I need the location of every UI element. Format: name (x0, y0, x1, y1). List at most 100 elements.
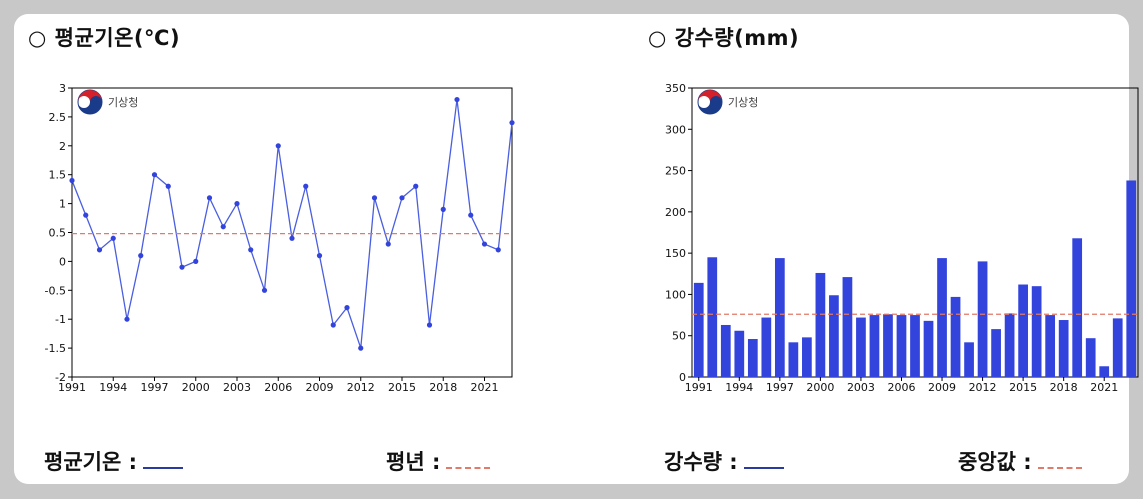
bar (1072, 238, 1083, 377)
left-legend-series: 평균기온 : (44, 446, 183, 476)
data-point (234, 201, 240, 207)
y-tick-label: -2 (55, 371, 66, 384)
bar (1112, 318, 1123, 377)
bar (693, 282, 704, 377)
x-tick-label: 1994 (99, 381, 127, 394)
y-tick-label: 300 (665, 123, 686, 136)
bar (815, 272, 826, 377)
data-point (303, 183, 309, 189)
data-point (248, 247, 254, 253)
y-tick-label: 1 (59, 198, 66, 211)
bar (1126, 180, 1137, 377)
data-point (275, 143, 281, 149)
data-point (220, 224, 226, 230)
data-point (385, 241, 391, 247)
x-tick-label: 1994 (725, 381, 753, 394)
y-tick-label: 250 (665, 165, 686, 178)
left-legend-series-label: 평균기온 : (44, 450, 137, 474)
x-tick-label: 1997 (141, 381, 169, 394)
x-tick-label: 2012 (969, 381, 997, 394)
x-tick-label: 2009 (928, 381, 956, 394)
chart-card (14, 14, 1129, 484)
data-point (69, 177, 75, 184)
data-point (358, 345, 364, 351)
bar (720, 324, 731, 377)
logo-text: 기상청 (108, 96, 138, 109)
data-point (261, 287, 268, 293)
y-tick-label: 0.5 (49, 227, 67, 240)
x-tick-label: 2006 (887, 381, 915, 394)
legend-solid-line-swatch (743, 467, 784, 469)
data-point (165, 183, 171, 189)
data-point (468, 212, 474, 218)
y-tick-label: 1.5 (49, 169, 67, 182)
legend-solid-line-swatch (143, 467, 183, 469)
bar (923, 320, 934, 377)
x-tick-label: 2003 (223, 381, 251, 394)
data-point (330, 322, 336, 328)
data-point (289, 235, 295, 241)
bar (856, 317, 866, 377)
y-tick-label: -0.5 (45, 284, 66, 297)
x-tick-label: 2018 (429, 381, 457, 394)
y-tick-label: 100 (665, 288, 686, 301)
x-tick-label: 2012 (347, 381, 375, 394)
bar (761, 317, 772, 377)
y-tick-label: 0 (59, 255, 66, 268)
right-legend-series: 강수량 : (664, 446, 784, 476)
data-point (206, 195, 213, 201)
y-tick-label: -1.5 (45, 342, 66, 355)
bar (977, 261, 988, 377)
right-chart-title: ○ 강수량(mm) (648, 26, 800, 50)
left-legend-reference: 평년 : (386, 446, 491, 476)
bar (1018, 284, 1028, 377)
bar (896, 315, 907, 377)
data-point (426, 322, 433, 328)
y-tick-label: -1 (55, 313, 66, 326)
bar (910, 315, 920, 377)
data-point (399, 195, 405, 201)
data-point (179, 264, 185, 270)
data-point (454, 96, 460, 103)
legend-dashed-line-swatch (1037, 467, 1082, 469)
data-point (124, 316, 130, 322)
bar (950, 296, 961, 377)
bar (964, 342, 974, 377)
bar (788, 342, 799, 377)
bar (1099, 366, 1110, 377)
bar (747, 339, 758, 377)
right-legend-series-label: 강수량 : (664, 450, 738, 474)
logo-text: 기상청 (728, 96, 758, 109)
bar (991, 329, 1001, 377)
x-tick-label: 1991 (58, 381, 86, 394)
x-tick-label: 2000 (806, 381, 834, 394)
x-tick-label: 2021 (471, 381, 499, 394)
right-legend-reference: 중앙값 : (958, 446, 1082, 476)
left-legend-reference-label: 평년 : (386, 450, 441, 474)
y-tick-label: 3 (59, 82, 66, 95)
bar (937, 258, 947, 377)
bar (802, 337, 812, 377)
x-tick-label: 2000 (182, 381, 210, 394)
x-tick-label: 2015 (388, 381, 416, 394)
y-tick-label: 2.5 (49, 111, 67, 124)
bar (1031, 286, 1042, 377)
x-tick-label: 2006 (264, 381, 292, 394)
x-tick-label: 1997 (766, 381, 794, 394)
bar (707, 257, 718, 377)
left-chart-title: ○ 평균기온(℃) (28, 26, 181, 50)
data-point (83, 212, 89, 218)
data-point (509, 120, 515, 126)
y-tick-label: 150 (665, 247, 686, 260)
bar (1004, 313, 1015, 377)
data-point (110, 235, 116, 241)
data-point (96, 247, 103, 253)
bar (1085, 338, 1096, 377)
data-point (481, 241, 488, 247)
y-tick-label: 2 (59, 140, 66, 153)
bar (869, 315, 880, 377)
data-point (413, 183, 419, 189)
data-point (151, 172, 158, 178)
